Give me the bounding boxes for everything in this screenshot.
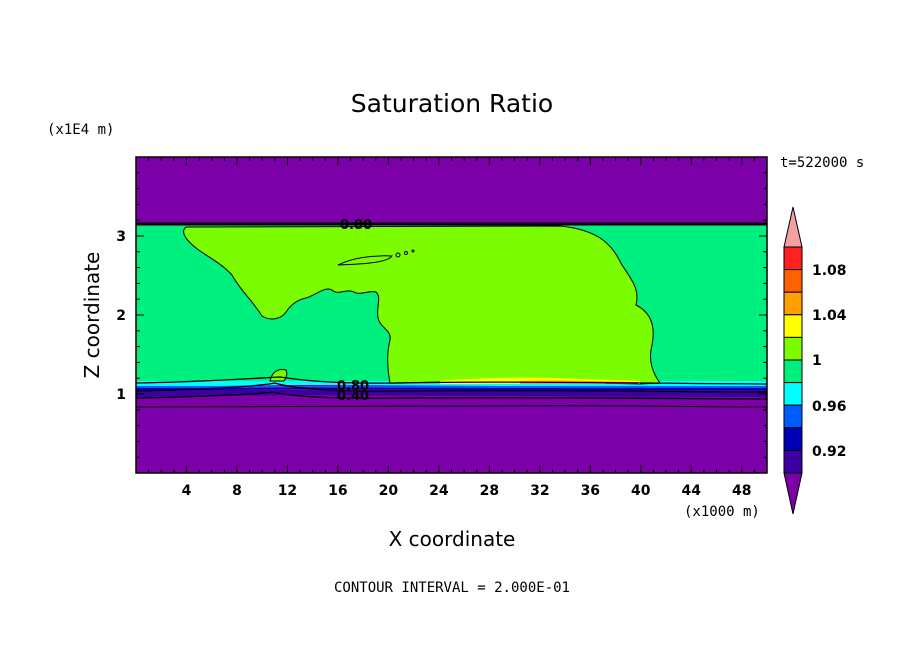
colorbar-swatch [783,427,803,451]
band-0.90 [136,390,767,397]
colorbar-swatch [783,336,803,361]
contour-label: 0.80 [340,218,372,233]
plot-area: 0.80 0.80 0.40 [135,156,768,474]
colorbar-swatch [783,314,803,338]
cloud-fill [183,225,661,385]
colorbar-swatch [783,246,803,271]
colorbar-swatch [783,291,803,316]
colorbar-label: 0.92 [812,444,847,460]
contour-interval: CONTOUR INTERVAL = 2.000E-01 [334,580,570,596]
y-tick-label: 3 [116,229,126,245]
contour-line-1 [135,376,768,385]
chart-title: Saturation Ratio [351,89,553,118]
x-tick-label: 24 [429,483,449,499]
x-tick-label: 48 [732,483,751,499]
colorbar-label: 1.04 [812,308,847,324]
x-tick-label: 32 [530,483,549,499]
x-tick-label: 8 [232,483,242,499]
cloud-dot [395,252,401,258]
cloud-lens [337,255,393,266]
x-tick-label: 16 [328,483,347,499]
y-axis: 1 2 3 [116,172,767,458]
colorbar-label: 1.08 [812,263,847,279]
time-label: t=522000 s [780,155,864,171]
x-tick-label: 36 [581,483,600,499]
contour-line-3 [135,391,768,400]
colorbar-under [783,472,803,515]
contour-line-4 [135,405,768,408]
x-tick-label: 12 [278,483,297,499]
contour-label: 0.80 [337,379,369,394]
colorbar: 1.08 1.04 1 0.96 0.92 [783,206,847,515]
x-scale-label: (x1000 m) [684,504,760,520]
cloud-dot [404,251,408,255]
x-tick-label: 20 [379,483,399,499]
x-axis-title: X coordinate [389,527,516,551]
y-axis-title: Z coordinate [80,252,104,379]
colorbar-swatch [783,382,803,406]
colorbar-swatch [783,404,803,429]
colorbar-swatch [783,359,803,384]
contour-line-2 [135,382,768,393]
y-tick-label: 1 [116,387,126,403]
x-axis: 4 8 12 16 20 24 28 32 36 40 44 48 [148,157,755,499]
y-scale-label: (x1E4 m) [47,122,114,138]
contour-label: 0.40 [337,389,369,404]
colorbar-swatch [783,269,803,293]
colorbar-label: 1 [812,353,822,369]
x-tick-label: 40 [631,483,651,499]
x-tick-label: 4 [182,483,192,499]
x-tick-label: 44 [682,483,702,499]
y-tick-label: 2 [116,308,126,324]
colorbar-swatch [783,449,803,474]
colorbar-over [783,206,803,248]
cloud-bump [269,369,288,382]
colorbar-label: 0.96 [812,399,847,415]
x-tick-label: 28 [480,483,499,499]
cloud-dot [411,249,415,253]
